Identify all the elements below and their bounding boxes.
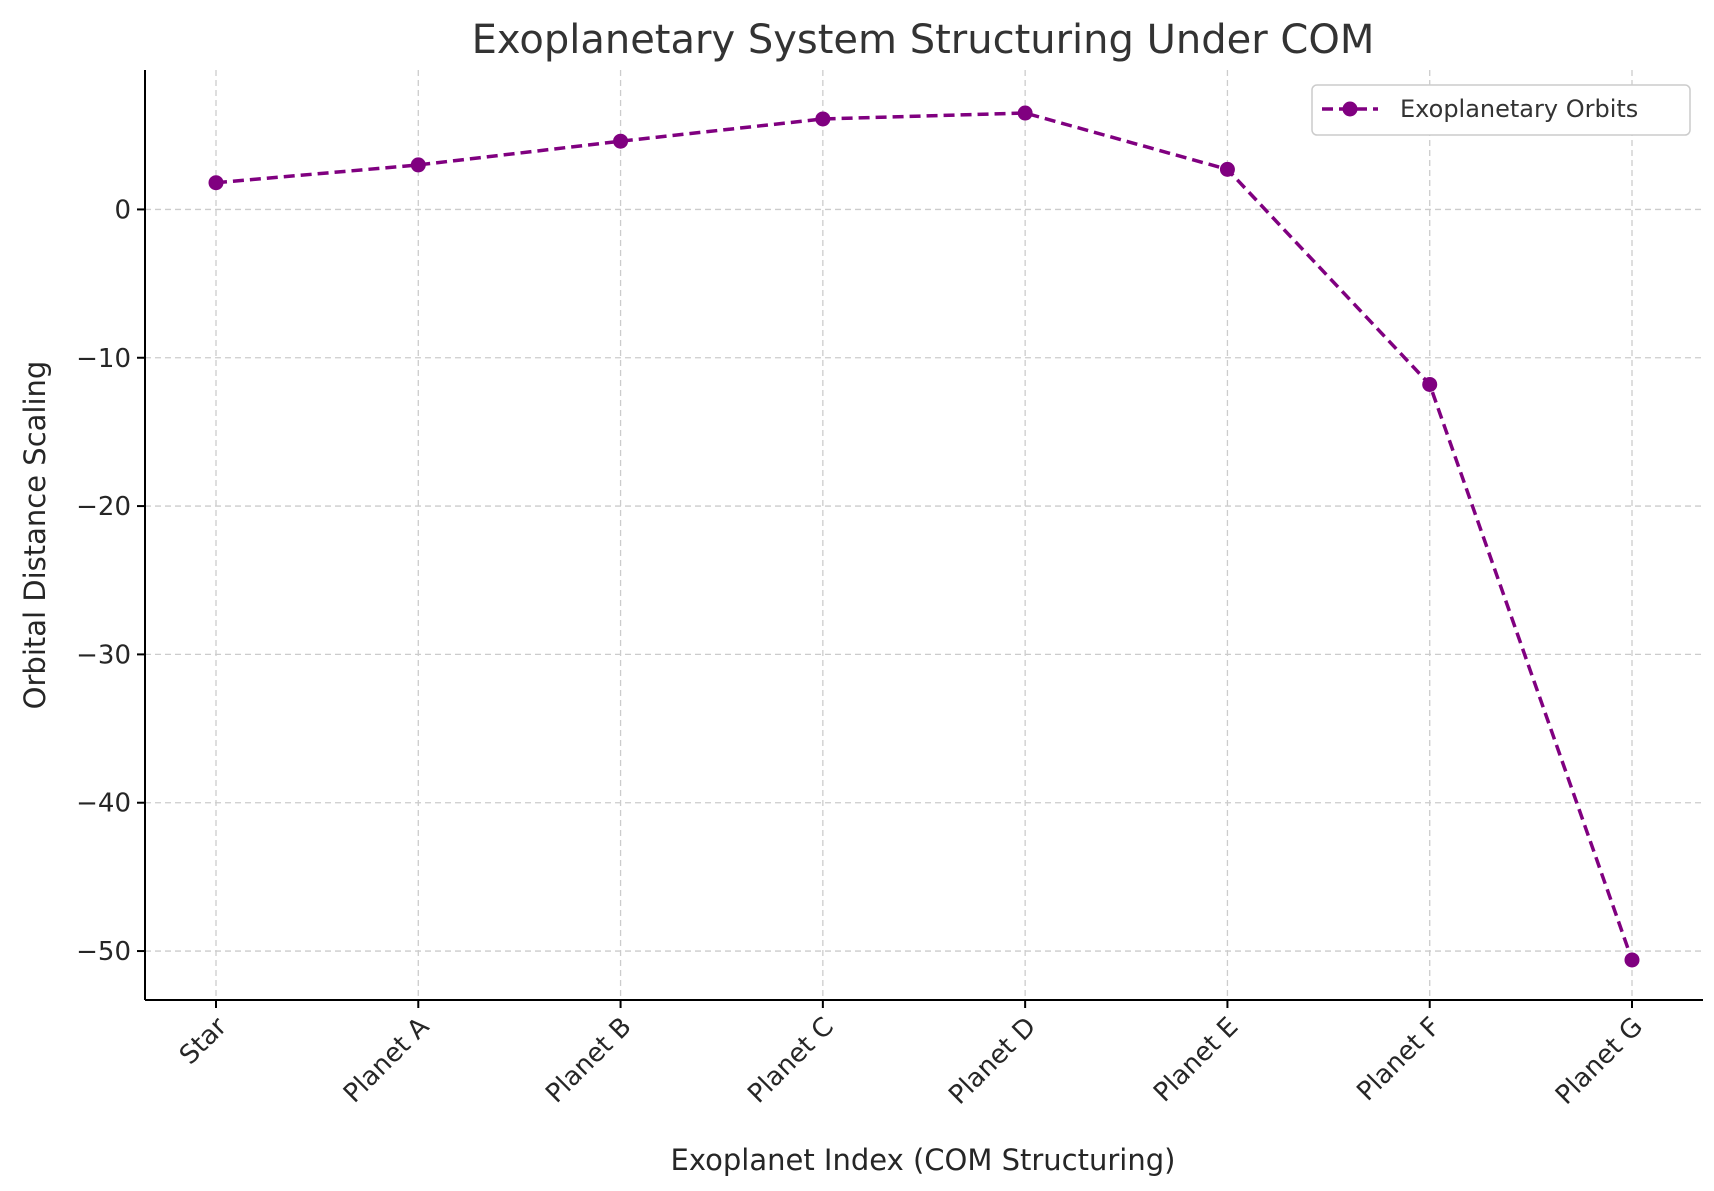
data-point [1624,952,1640,968]
axes [144,70,1703,1001]
legend-box [1311,84,1691,136]
data-point [815,111,831,127]
chart-title: Exoplanetary System Structuring Under CO… [472,17,1375,63]
x-tick-label: Planet C [742,1012,840,1110]
data-point [1422,376,1438,392]
series-line [215,111,1634,961]
x-tick-label: Planet E [1148,1012,1244,1108]
series-layer [208,105,1640,968]
y-tick-label: −20 [76,492,131,522]
data-point [208,175,224,191]
x-tick-label: Planet G [1550,1012,1649,1111]
legend: Exoplanetary Orbits [1311,84,1691,136]
y-tick-label: −10 [76,344,131,374]
x-tick-label: Planet B [540,1012,637,1109]
x-tick-label: Star [174,1012,233,1071]
legend-marker [1342,101,1358,117]
y-tick-label: −30 [76,640,131,670]
legend-label: Exoplanetary Orbits [1400,95,1638,123]
data-point [410,157,426,173]
data-point [1219,161,1235,177]
x-tick-label: Planet A [338,1012,435,1109]
tick-marks-and-labels: Star Planet A Planet B Planet C Planet D Plan… [76,195,1649,1110]
y-tick-label: 0 [114,195,131,225]
grid-lines [145,70,1703,1000]
y-tick-label: −40 [76,789,131,819]
y-tick-label: −50 [76,937,131,967]
data-point [613,133,629,149]
x-axis-label: Exoplanet Index (COM Structuring) [671,1143,1176,1177]
data-point [1017,105,1033,121]
x-tick-label: Planet F [1351,1012,1446,1107]
y-axis-label: Orbital Distance Scaling [18,361,52,710]
x-tick-label: Planet D [943,1012,1042,1111]
